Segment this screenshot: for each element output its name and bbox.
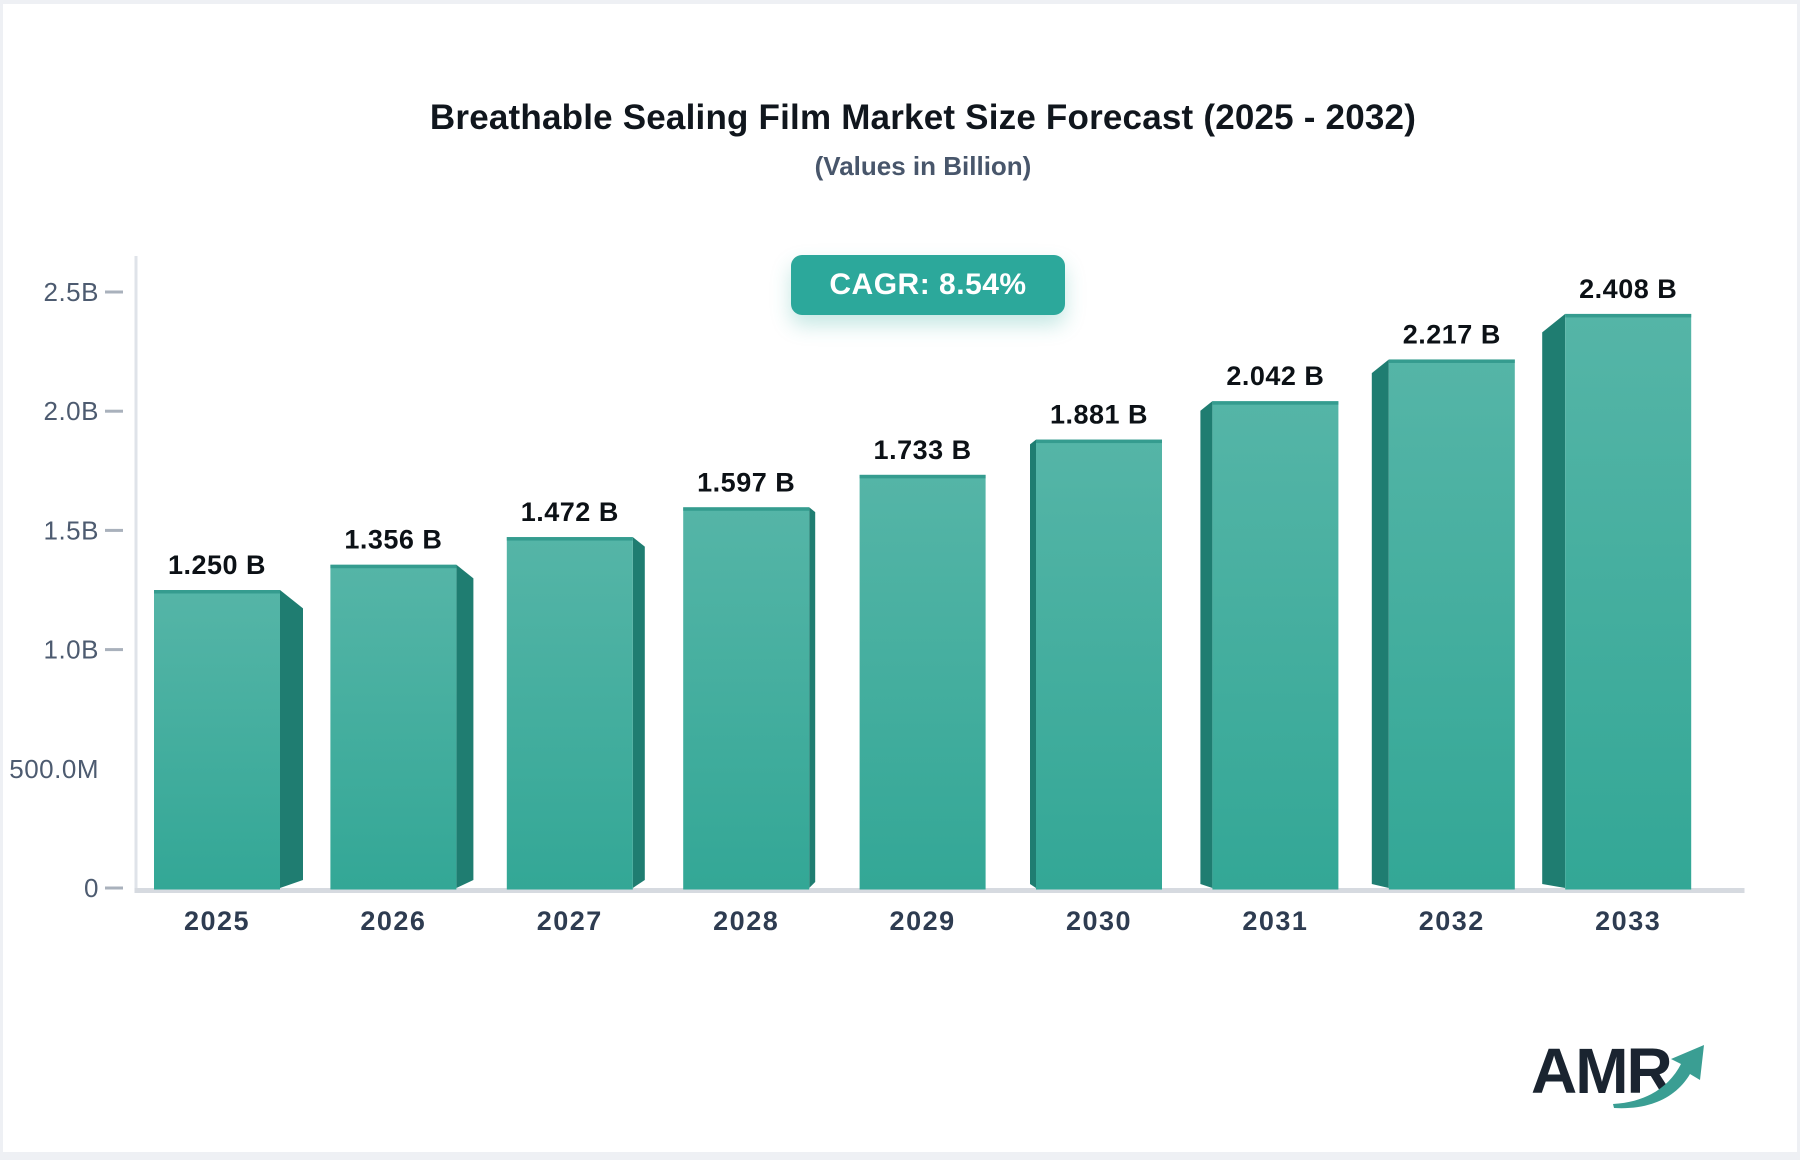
- cagr-badge: CAGR: 8.54%: [791, 255, 1065, 315]
- value-label-2033: 2.408 B: [1579, 274, 1677, 304]
- bar-2026: [330, 564, 457, 890]
- x-tick-label-2031: 2031: [1242, 906, 1308, 936]
- bar-2025: [154, 590, 280, 890]
- value-label-2030: 1.881 B: [1050, 400, 1148, 430]
- bar-side-2032: [1371, 359, 1389, 889]
- growth-arrow-icon: [1613, 1045, 1704, 1109]
- y-tick-dash-2.5B: [105, 290, 123, 294]
- chart-title: Breathable Sealing Film Market Size Fore…: [429, 98, 1417, 137]
- bar-side-2027: [632, 537, 645, 888]
- x-tick-label-2029: 2029: [890, 906, 956, 936]
- bar-2027: [506, 537, 633, 890]
- bar-2032: [1388, 359, 1515, 890]
- value-label-2031: 2.042 B: [1226, 361, 1324, 391]
- value-label-2026: 1.356 B: [344, 525, 442, 555]
- y-tick-dash-1.0B: [105, 648, 123, 652]
- bar-side-2031: [1200, 401, 1213, 888]
- value-label-2032: 2.217 B: [1403, 319, 1501, 349]
- bar-side-2025: [280, 590, 303, 888]
- x-tick-label-2027: 2027: [537, 906, 603, 936]
- y-tick-label-2.0B: 2.0B: [44, 396, 100, 426]
- bar-top-edge-2033: [1565, 313, 1692, 318]
- y-tick-label-0: 0: [84, 873, 99, 903]
- bar-2029: [859, 474, 986, 890]
- bar-top-edge-2031: [1212, 401, 1339, 405]
- bar-side-2026: [456, 564, 474, 888]
- value-label-2029: 1.733 B: [874, 435, 972, 465]
- x-tick-label-2033: 2033: [1595, 906, 1661, 936]
- x-tick-label-2026: 2026: [360, 906, 426, 936]
- bar-top-edge-2030: [1036, 439, 1162, 444]
- bar-side-2033: [1542, 313, 1566, 888]
- y-tick-dash-0: [105, 886, 123, 890]
- bar-top-edge-2028: [683, 507, 810, 511]
- y-tick-dash-1.5B: [105, 528, 123, 532]
- bar-top-edge-2025: [154, 590, 280, 594]
- amr-logo: AMR: [1531, 1036, 1731, 1126]
- y-tick-label-1.0B: 1.0B: [44, 635, 100, 665]
- bar-top-edge-2026: [330, 564, 457, 569]
- bar-2033: [1565, 313, 1692, 890]
- y-tick-label-500.0M: 500.0M: [9, 754, 99, 784]
- x-tick-label-2032: 2032: [1419, 906, 1485, 936]
- x-tick-label-2025: 2025: [184, 906, 250, 936]
- bar-2031: [1212, 401, 1339, 890]
- bar-chart: 2.5B 2.0B 1.5B 1.0B 500.0M 0 1.250 B 2025 1.356 …: [9, 256, 1745, 936]
- bar-side-2030: [1030, 439, 1036, 888]
- y-tick-label-2.5B: 2.5B: [44, 277, 100, 307]
- bar-side-2028: [809, 507, 816, 888]
- value-label-2025: 1.250 B: [168, 550, 266, 580]
- cagr-badge-wrap: CAGR: 8.54%: [123, 255, 1733, 315]
- bar-2028: [683, 507, 810, 890]
- x-tick-label-2030: 2030: [1066, 906, 1132, 936]
- bar-2030: [1036, 439, 1162, 890]
- bar-top-edge-2027: [506, 537, 633, 541]
- y-tick-label-1.5B: 1.5B: [44, 515, 100, 545]
- x-axis-line: [134, 888, 1745, 893]
- bar-top-edge-2029: [859, 474, 986, 479]
- y-tick-dash-2.0B: [105, 409, 123, 413]
- value-label-2027: 1.472 B: [521, 497, 619, 527]
- x-tick-label-2028: 2028: [713, 906, 779, 936]
- chart-subtitle: (Values in Billion): [814, 151, 1032, 181]
- value-label-2028: 1.597 B: [697, 467, 795, 497]
- chart-card: Breathable Sealing Film Market Size Fore…: [3, 4, 1797, 1152]
- bar-top-edge-2032: [1388, 359, 1515, 363]
- amr-logo-text: AMR: [1531, 1035, 1673, 1107]
- y-axis-line: [134, 256, 138, 893]
